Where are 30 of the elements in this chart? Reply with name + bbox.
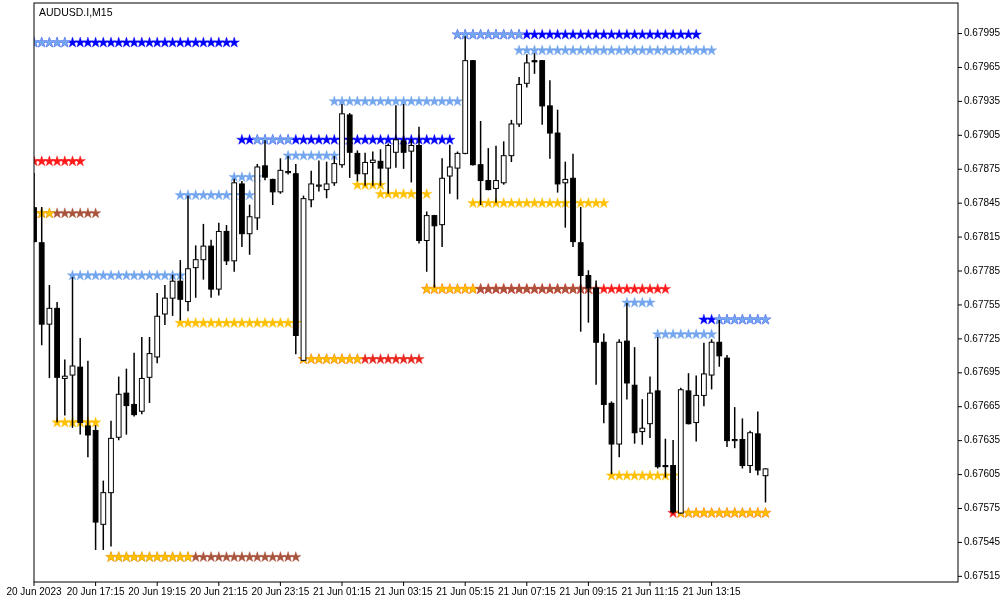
y-tick-label: 0.67635 bbox=[964, 434, 1001, 446]
chart-title: AUDUSD.I,M15 bbox=[39, 6, 113, 18]
y-tick-label: 0.67665 bbox=[964, 400, 1001, 412]
y-tick-label: 0.67905 bbox=[964, 128, 1001, 140]
x-tick-label: 21 Jun 05:15 bbox=[436, 586, 495, 597]
x-tick-label: 21 Jun 13:15 bbox=[682, 586, 741, 597]
x-tick-label: 21 Jun 07:15 bbox=[497, 586, 557, 597]
x-tick-label: 21 Jun 03:15 bbox=[374, 586, 433, 597]
x-tick-label: 20 Jun 19:15 bbox=[128, 586, 187, 597]
x-tick-label: 20 Jun 17:15 bbox=[66, 586, 125, 597]
y-tick-label: 0.67965 bbox=[964, 61, 1001, 73]
y-tick-label: 0.67845 bbox=[964, 196, 1001, 208]
y-tick-label: 0.67875 bbox=[964, 162, 1001, 174]
y-tick-label: 0.67815 bbox=[964, 230, 1001, 242]
y-tick-label: 0.67515 bbox=[964, 569, 1001, 581]
x-tick-label: 20 Jun 23:15 bbox=[251, 586, 310, 597]
y-tick-label: 0.67695 bbox=[964, 366, 1001, 378]
y-tick-label: 0.67605 bbox=[964, 468, 1001, 480]
y-tick-label: 0.67935 bbox=[964, 95, 1001, 107]
x-tick-label: 21 Jun 09:15 bbox=[559, 586, 618, 597]
x-tick-label: 20 Jun 21:15 bbox=[189, 586, 249, 597]
y-tick-label: 0.67755 bbox=[964, 298, 1001, 310]
y-tick-label: 0.67575 bbox=[964, 502, 1001, 514]
y-tick-label: 0.67995 bbox=[964, 27, 1001, 39]
y-tick-label: 0.67545 bbox=[964, 536, 1001, 548]
y-tick-label: 0.67725 bbox=[964, 332, 1001, 344]
x-tick-label: 21 Jun 11:15 bbox=[621, 586, 679, 597]
x-tick-label: 21 Jun 01:15 bbox=[313, 586, 372, 597]
x-tick-label: 20 Jun 2023 bbox=[6, 586, 62, 597]
y-tick-label: 0.67785 bbox=[964, 264, 1001, 276]
